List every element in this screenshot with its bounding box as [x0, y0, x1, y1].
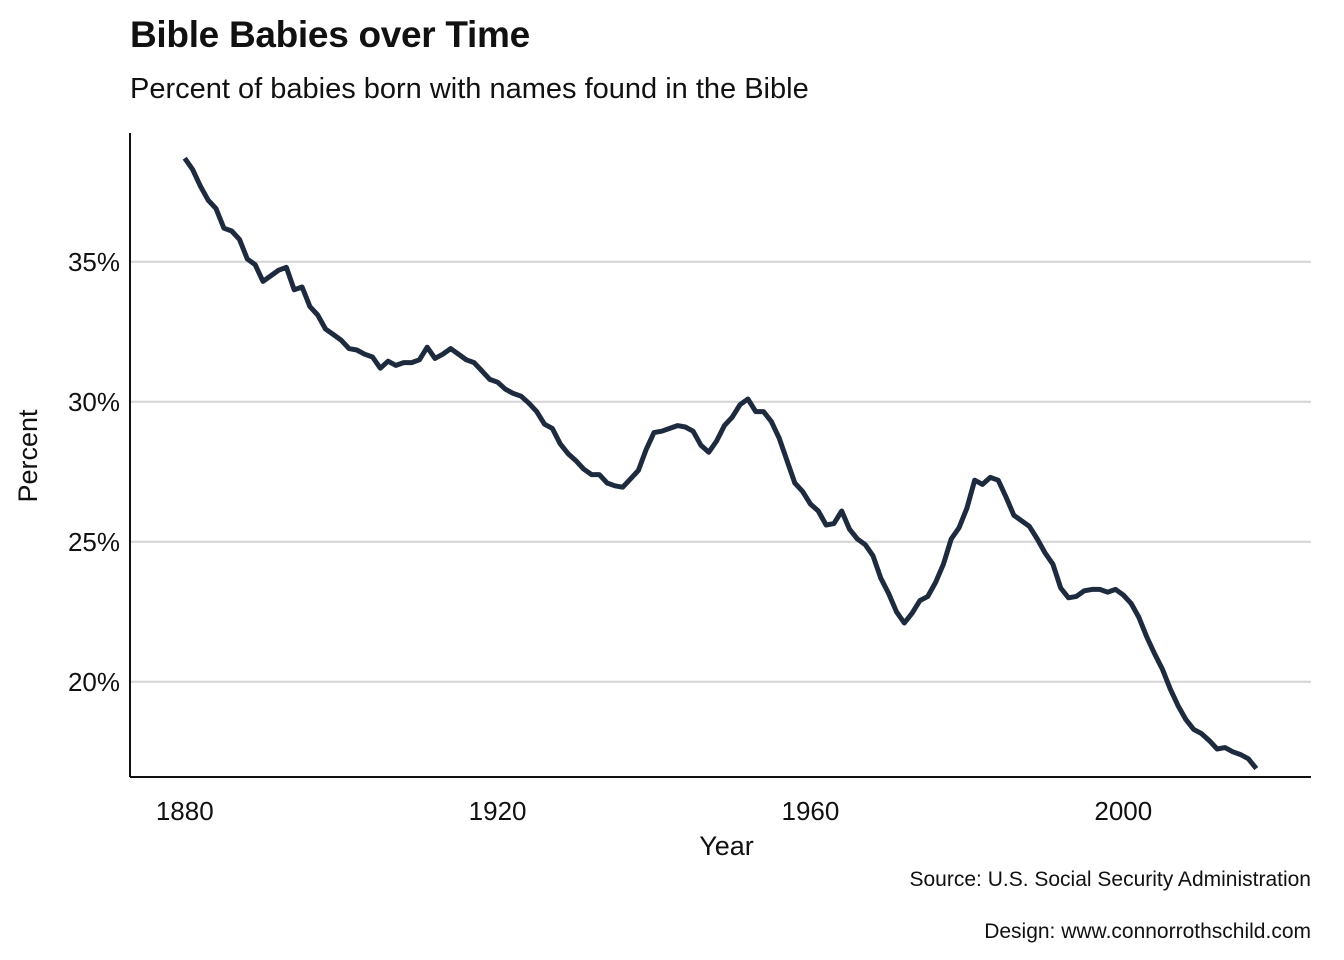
x-tick-label: 1960	[782, 796, 840, 826]
axes	[129, 133, 1311, 778]
y-tick-label: 35%	[68, 247, 120, 277]
y-axis-title: Percent	[13, 409, 43, 503]
series	[182, 156, 1259, 771]
x-tick-label: 2000	[1094, 796, 1152, 826]
x-tick-label: 1880	[156, 796, 214, 826]
chart-subtitle: Percent of babies born with names found …	[130, 73, 809, 105]
series-line-0	[182, 156, 1259, 771]
y-tick-label: 25%	[68, 527, 120, 557]
y-tick-labels: 20% 25% 30% 35%	[68, 247, 120, 697]
y-tick-label: 20%	[68, 667, 120, 697]
x-tick-label: 1920	[469, 796, 527, 826]
source-caption: Source: U.S. Social Security Administrat…	[909, 868, 1311, 891]
x-tick-labels: 1880 1920 1960 2000	[156, 796, 1152, 826]
design-caption: Design: www.connorrothschild.com	[984, 920, 1311, 943]
x-axis-title: Year	[699, 831, 754, 861]
gridlines	[130, 260, 1311, 683]
y-tick-label: 30%	[68, 387, 120, 417]
chart-title: Bible Babies over Time	[130, 14, 530, 55]
